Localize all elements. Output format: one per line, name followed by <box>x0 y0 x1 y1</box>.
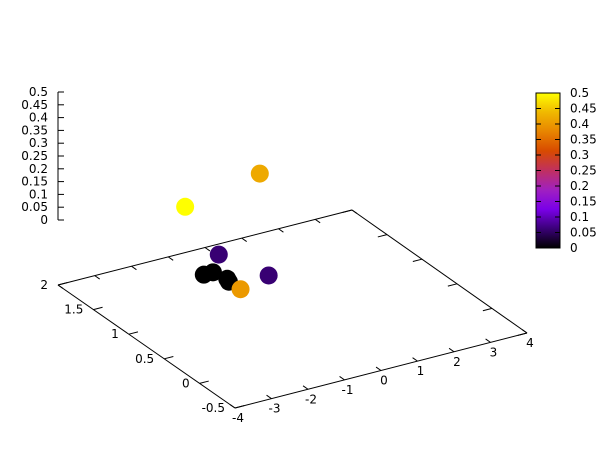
x-tick-back <box>167 256 174 261</box>
z-tick-label: 0.4 <box>29 111 48 125</box>
x-tick-label: 4 <box>526 336 534 350</box>
y-tick-label: 0 <box>182 376 190 390</box>
y-tick-right <box>377 234 388 238</box>
x-tick-label: 1 <box>417 364 425 378</box>
x-tick-back <box>241 237 247 242</box>
x-tick <box>485 338 491 343</box>
z-tick-label: 0.3 <box>29 136 48 150</box>
z-tick-label: 0 <box>40 213 48 227</box>
y-tick <box>199 380 209 384</box>
x-tick-label: 3 <box>490 345 498 359</box>
data-point <box>194 265 213 284</box>
axes: -4 -3 -2 -1 0 1 2 3 4 -0.5 0 0.5 1 1.5 2 <box>40 209 534 425</box>
colorbar-tick-label: 0.15 <box>570 195 597 209</box>
x-tick-back <box>204 247 211 252</box>
x-tick-back <box>57 284 64 289</box>
y-tick <box>128 331 139 335</box>
data-point <box>176 197 195 216</box>
colorbar-tick-label: 0.2 <box>570 179 589 193</box>
z-tick-label: 0.45 <box>21 98 48 112</box>
z-tick-label: 0.2 <box>29 162 48 176</box>
x-tick-label: 2 <box>453 355 461 369</box>
y-tick <box>164 355 174 360</box>
z-tick-label: 0.15 <box>21 175 48 189</box>
y-axis-line <box>57 284 236 409</box>
z-tick-label: 0.5 <box>29 85 48 99</box>
x-tick <box>302 385 309 390</box>
colorbar-tick-label: 0.5 <box>570 86 589 100</box>
x-tick <box>412 357 418 362</box>
x-tick <box>375 366 382 371</box>
data-points <box>176 164 278 299</box>
x-tick-back <box>94 275 100 280</box>
x-tick-label: -4 <box>232 411 244 425</box>
y-tick-label: 1.5 <box>64 303 83 317</box>
colorbar-tick-label: 0.4 <box>570 117 589 131</box>
x-tick-label: -1 <box>342 383 354 397</box>
y-tick-label: -0.5 <box>202 401 225 415</box>
colorbar-tick-label: 0.35 <box>570 133 597 147</box>
x-tick <box>266 394 272 400</box>
z-tick-label: 0.35 <box>21 123 48 137</box>
data-point <box>231 280 250 299</box>
y-tick-label: 1 <box>111 327 119 341</box>
y-tick-right <box>412 258 423 263</box>
x-tick <box>521 329 528 334</box>
y-tick-label: 2 <box>40 278 48 292</box>
z-tick-label: 0.05 <box>21 200 48 214</box>
data-point <box>209 245 228 264</box>
x-tick-back <box>351 209 358 214</box>
z-tick-label: 0.1 <box>29 187 48 201</box>
colorbar-tick-label: 0.3 <box>570 148 589 162</box>
y-tick-right <box>342 209 353 213</box>
colorbar: 00.05 0.10.15 0.20.25 0.30.35 0.40.45 0.5 <box>535 86 597 255</box>
x-tick-back <box>314 218 321 224</box>
z-axis: 00.050.10.150.20.250.30.350.40.450.5 <box>21 85 64 227</box>
y-tick-right <box>517 332 528 336</box>
y-tick-right <box>482 307 493 312</box>
y-tick <box>234 405 245 409</box>
colorbar-tick-label: 0.25 <box>570 164 597 178</box>
x-tick <box>339 376 345 381</box>
x-tick-back <box>131 265 137 271</box>
x-tick <box>229 404 236 409</box>
x-tick-label: 0 <box>380 374 388 388</box>
x-tick-label: -3 <box>269 402 281 416</box>
y-tick-label: 0.5 <box>135 352 154 366</box>
x-tick-back <box>278 228 284 233</box>
z-tick-label: 0.25 <box>21 149 48 163</box>
y-tick-right <box>447 283 458 287</box>
colorbar-tick-label: 0 <box>570 241 578 255</box>
colorbar-tick-label: 0.1 <box>570 210 589 224</box>
data-point <box>250 164 269 183</box>
colorbar-tick-label: 0.45 <box>570 102 597 116</box>
x-tick <box>448 347 455 353</box>
data-point <box>259 266 278 285</box>
colorbar-tick-label: 0.05 <box>570 226 597 240</box>
y-tick <box>93 306 103 311</box>
x-tick-label: -2 <box>305 392 317 406</box>
y-tick <box>57 282 68 286</box>
right-edge-line <box>351 209 528 334</box>
